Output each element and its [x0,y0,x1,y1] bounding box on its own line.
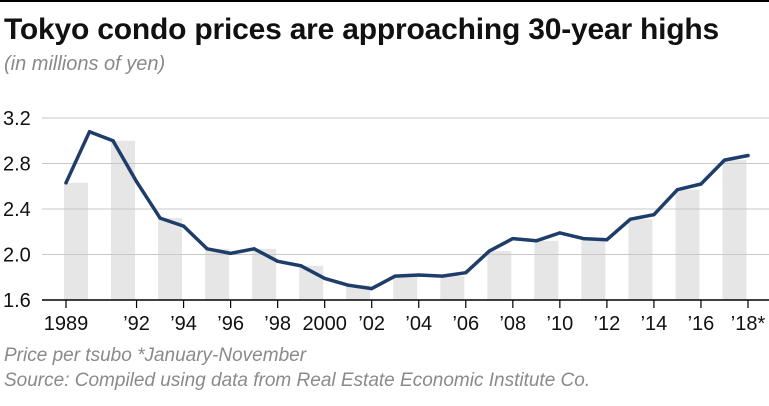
y-tick-label: 1.6 [3,290,31,312]
chart-subtitle: (in millions of yen) [4,53,166,75]
data-point-1993 [158,216,162,220]
year-band-2007 [487,251,512,300]
top-rule [0,0,769,2]
data-point-1995 [205,247,209,251]
data-point-2018 [746,153,750,158]
year-band-2003 [393,276,418,300]
year-band-1995 [205,248,230,300]
x-tick-label: ’02 [358,313,385,335]
data-point-2004 [417,273,421,277]
data-point-1997 [252,247,256,251]
data-point-2000 [323,276,327,280]
x-tick-label: ’12 [594,313,621,335]
x-tick-label: ’10 [547,313,574,335]
data-point-2012 [605,238,609,242]
year-band-1991 [111,140,136,300]
data-point-2009 [534,239,538,243]
x-tick-label: 2000 [302,313,347,335]
year-band-2005 [440,276,465,300]
x-tick-label: 1989 [44,313,89,335]
year-band-1989 [64,182,88,300]
data-point-2017 [722,158,727,162]
data-point-2008 [511,236,515,241]
data-point-2011 [581,236,585,241]
x-tick-label: ’94 [170,313,197,335]
x-axis-ticks: 1989 ’92 ’94 ’96 ’98 2000 ’02 ’04 ’06 ’08 ’10 ’12 ’1… [44,300,766,335]
x-tick-label: ’92 [123,313,150,335]
year-band-2011 [581,238,606,300]
year-band-2015 [675,189,700,300]
x-tick-label: ’18* [731,313,766,335]
year-band-2013 [628,219,653,300]
data-point-1992 [134,180,139,184]
data-point-1991 [111,139,115,143]
year-band-1993 [158,218,183,300]
x-tick-label: ’04 [405,313,432,335]
x-tick-label: ’16 [688,313,715,335]
data-point-2013 [628,217,633,221]
data-point-2001 [346,283,350,287]
year-band-2017 [722,160,747,300]
gridlines [42,117,769,301]
data-point-2016 [699,182,703,186]
data-point-2005 [440,274,444,278]
footnote: Price per tsubo *January-November [4,345,307,366]
y-tick-label: 2.4 [3,199,31,221]
x-tick-label: ’98 [264,313,291,335]
x-tick-label: ’14 [641,313,668,335]
y-tick-label: 3.2 [3,108,31,130]
data-point-2003 [393,274,397,278]
y-tick-label: 2.0 [3,245,31,267]
y-tick-label: 2.8 [3,154,31,176]
data-point-2014 [652,213,656,217]
data-point-2010 [558,231,562,235]
price-series [64,129,750,291]
y-axis-tick-labels: 1.6 2.0 2.4 2.8 3.2 [3,108,31,312]
data-point-1998 [276,259,280,263]
x-tick-label: ’08 [499,313,526,335]
chart-title: Tokyo condo prices are approaching 30-ye… [4,13,720,46]
data-point-2007 [487,249,491,253]
x-tick-label: ’06 [452,313,479,335]
source-note: Source: Compiled using data from Real Es… [4,370,591,391]
series-line [64,129,750,291]
data-point-2015 [675,188,680,192]
year-band-2009 [534,240,559,300]
year-band-1997 [252,248,277,300]
alternate-year-bands [64,140,747,300]
data-point-2006 [464,271,468,275]
data-point-1989 [64,181,68,185]
data-point-1990 [87,130,92,134]
data-point-1999 [299,264,303,268]
data-point-1994 [181,224,186,228]
x-tick-label: ’96 [217,313,244,335]
data-point-2002 [370,287,374,291]
data-point-1996 [229,251,233,255]
